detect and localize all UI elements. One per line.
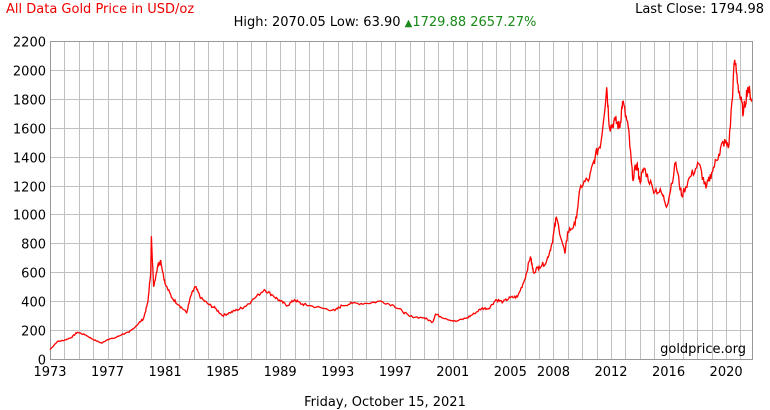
x-tick-label: 2016: [652, 365, 685, 380]
y-tick-label: 2000: [13, 65, 46, 80]
gold-price-line: [49, 59, 753, 351]
y-tick-label: 400: [21, 296, 46, 311]
x-tick-label: 1989: [264, 365, 297, 380]
price-stats: High: 2070.05 Low: 63.90 ▲1729.88 2657.2…: [0, 15, 770, 30]
high-low: High: 2070.05 Low: 63.90: [233, 15, 401, 30]
x-tick-label: 1985: [206, 365, 239, 380]
y-tick-label: 800: [21, 238, 46, 253]
x-tick-label: 2012: [594, 365, 627, 380]
y-tick-label: 2200: [13, 36, 46, 51]
x-tick-label: 2005: [494, 365, 527, 380]
last-close: Last Close: 1794.98: [635, 2, 764, 17]
x-tick-label: 2001: [436, 365, 469, 380]
x-tick-label: 1997: [379, 365, 412, 380]
x-tick-label: 1993: [321, 365, 354, 380]
y-tick-label: 0: [38, 354, 46, 369]
y-tick-label: 200: [21, 325, 46, 340]
y-tick-label: 1600: [13, 123, 46, 138]
x-tick-label: 1973: [33, 365, 66, 380]
x-tick-label: 2008: [537, 365, 570, 380]
y-tick-label: 1000: [13, 209, 46, 224]
x-tick-label: 2020: [710, 365, 743, 380]
chart-title: All Data Gold Price in USD/oz: [6, 2, 195, 17]
watermark: goldprice.org: [660, 342, 746, 357]
y-tick-label: 1200: [13, 181, 46, 196]
x-tick-label: 1977: [91, 365, 124, 380]
up-arrow-icon: ▲: [404, 18, 413, 29]
chart-date: Friday, October 15, 2021: [304, 395, 466, 410]
y-tick-label: 1800: [13, 94, 46, 109]
y-tick-label: 600: [21, 267, 46, 282]
change-value: 1729.88 2657.27%: [412, 15, 537, 30]
plot-border: [50, 41, 753, 360]
x-tick-label: 1981: [149, 365, 182, 380]
y-tick-label: 1400: [13, 152, 46, 167]
